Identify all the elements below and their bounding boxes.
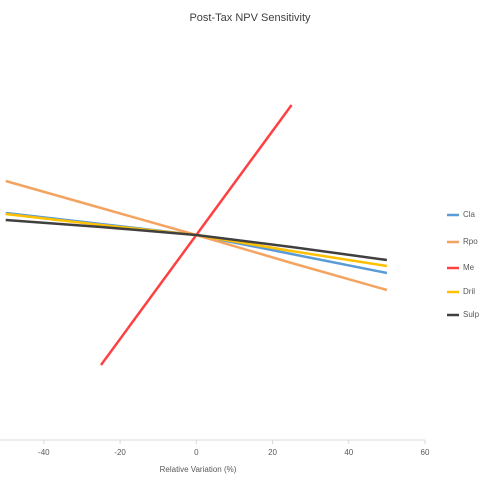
legend-label: Rpo xyxy=(463,237,478,246)
x-tick-label: 20 xyxy=(268,448,277,457)
x-tick-label: 0 xyxy=(194,448,199,457)
series-line xyxy=(5,218,388,262)
chart-title: Post-Tax NPV Sensitivity xyxy=(189,12,311,24)
x-tick-label: 40 xyxy=(344,448,353,457)
legend-label: Cla xyxy=(463,210,476,219)
x-tick-label: -40 xyxy=(38,448,50,457)
x-axis-title: Relative Variation (%) xyxy=(160,465,237,474)
series-line xyxy=(5,212,388,268)
legend-label: Dril xyxy=(463,287,475,296)
legend-label: Sulp xyxy=(463,310,480,319)
x-tick-label: 60 xyxy=(421,448,430,457)
x-tick-label: -20 xyxy=(114,448,126,457)
legend-label: Me xyxy=(463,263,475,272)
series-line xyxy=(5,211,388,275)
